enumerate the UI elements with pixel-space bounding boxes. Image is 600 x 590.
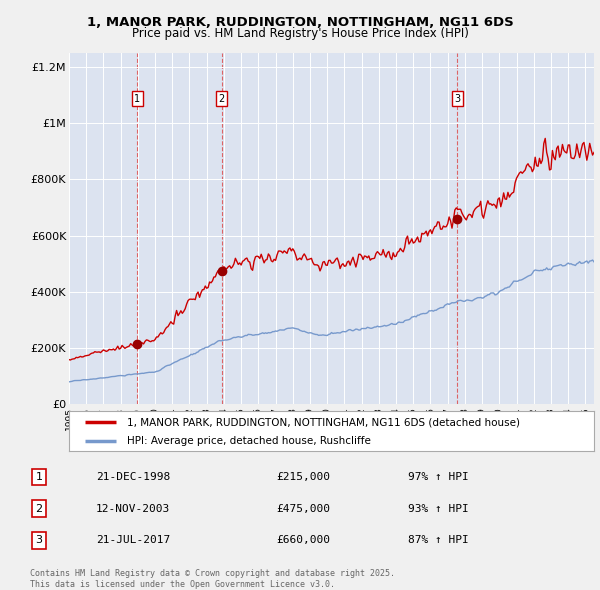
Text: 87% ↑ HPI: 87% ↑ HPI — [408, 536, 469, 545]
Text: Contains HM Land Registry data © Crown copyright and database right 2025.
This d: Contains HM Land Registry data © Crown c… — [30, 569, 395, 589]
Text: 97% ↑ HPI: 97% ↑ HPI — [408, 472, 469, 481]
Text: Price paid vs. HM Land Registry's House Price Index (HPI): Price paid vs. HM Land Registry's House … — [131, 27, 469, 40]
Text: 21-JUL-2017: 21-JUL-2017 — [96, 536, 170, 545]
Text: 2: 2 — [35, 504, 43, 513]
Text: 21-DEC-1998: 21-DEC-1998 — [96, 472, 170, 481]
Text: £475,000: £475,000 — [276, 504, 330, 513]
Text: 3: 3 — [35, 536, 43, 545]
Text: £660,000: £660,000 — [276, 536, 330, 545]
Text: 93% ↑ HPI: 93% ↑ HPI — [408, 504, 469, 513]
Text: 12-NOV-2003: 12-NOV-2003 — [96, 504, 170, 513]
Text: £215,000: £215,000 — [276, 472, 330, 481]
Text: 3: 3 — [454, 94, 460, 104]
Text: 2: 2 — [218, 94, 225, 104]
Text: 1, MANOR PARK, RUDDINGTON, NOTTINGHAM, NG11 6DS: 1, MANOR PARK, RUDDINGTON, NOTTINGHAM, N… — [86, 16, 514, 29]
Text: HPI: Average price, detached house, Rushcliffe: HPI: Average price, detached house, Rush… — [127, 437, 371, 446]
Text: 1: 1 — [134, 94, 140, 104]
Text: 1: 1 — [35, 472, 43, 481]
Text: 1, MANOR PARK, RUDDINGTON, NOTTINGHAM, NG11 6DS (detached house): 1, MANOR PARK, RUDDINGTON, NOTTINGHAM, N… — [127, 418, 520, 428]
